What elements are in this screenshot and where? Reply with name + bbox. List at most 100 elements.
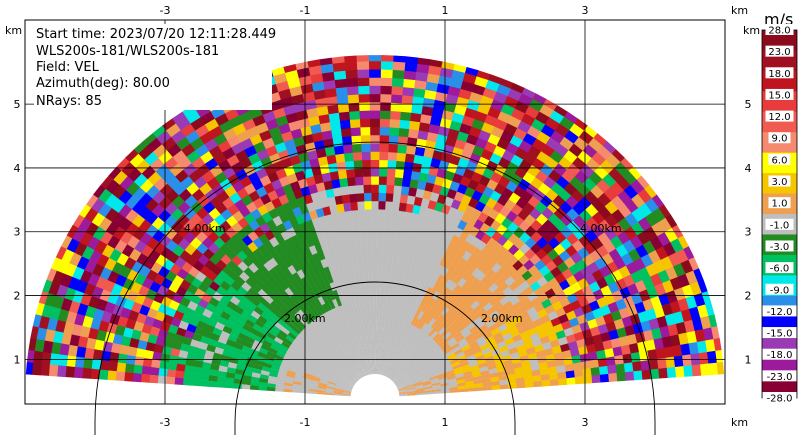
velocity-cell: [416, 365, 425, 372]
velocity-cell: [227, 314, 238, 325]
velocity-cell: [527, 352, 538, 360]
velocity-cell: [250, 282, 262, 293]
velocity-cell: [283, 247, 293, 259]
velocity-cell: [165, 189, 179, 203]
velocity-cell: [447, 251, 458, 263]
velocity-cell: [62, 321, 75, 335]
velocity-cell: [554, 142, 569, 157]
velocity-cell: [403, 244, 412, 255]
velocity-cell: [444, 268, 454, 280]
velocity-cell: [95, 329, 107, 342]
velocity-cell: [348, 301, 355, 312]
velocity-cell: [321, 275, 330, 286]
velocity-cell: [461, 363, 471, 370]
velocity-cell: [389, 371, 396, 379]
velocity-cell: [462, 367, 472, 373]
velocity-cell: [410, 212, 419, 223]
velocity-cell: [495, 361, 506, 368]
velocity-cell: [337, 363, 346, 371]
velocity-cell: [144, 224, 159, 238]
velocity-cell: [189, 136, 205, 151]
velocity-cell: [404, 61, 418, 72]
velocity-cell: [503, 95, 519, 109]
velocity-cell: [178, 188, 192, 202]
velocity-cell: [434, 91, 448, 103]
velocity-cell: [190, 379, 201, 387]
velocity-cell: [363, 349, 367, 359]
velocity-cell: [113, 239, 128, 254]
velocity-cell: [291, 302, 301, 313]
velocity-cell: [459, 229, 470, 241]
velocity-cell: [465, 384, 476, 389]
velocity-cell: [428, 373, 439, 379]
velocity-cell: [465, 283, 476, 294]
velocity-cell: [390, 267, 397, 277]
velocity-cell: [350, 374, 358, 382]
velocity-cell: [571, 324, 583, 335]
velocity-cell: [237, 314, 248, 324]
velocity-cell: [212, 352, 223, 361]
ring-label-4km-right: 4.00km: [580, 222, 622, 235]
velocity-cell: [233, 342, 244, 351]
velocity-cell: [420, 302, 429, 313]
velocity-cell: [311, 252, 321, 263]
velocity-cell: [132, 321, 145, 332]
velocity-cell: [342, 339, 349, 349]
velocity-cell: [473, 303, 484, 313]
velocity-cell: [166, 176, 181, 190]
x-tick-bottom: -3: [160, 416, 171, 429]
velocity-cell: [118, 344, 130, 356]
velocity-cell: [230, 142, 245, 155]
velocity-cell: [166, 369, 177, 378]
velocity-cell: [359, 275, 365, 285]
velocity-cell: [314, 97, 328, 108]
velocity-cell: [351, 143, 362, 153]
velocity-cell: [255, 278, 266, 289]
velocity-cell: [141, 365, 152, 375]
velocity-cell: [146, 333, 158, 345]
velocity-cell: [336, 323, 343, 333]
velocity-cell: [371, 233, 378, 243]
velocity-cell: [408, 220, 418, 231]
velocity-cell: [93, 184, 106, 199]
velocity-cell: [595, 315, 607, 327]
velocity-cell: [355, 184, 364, 194]
velocity-cell: [393, 344, 399, 354]
velocity-cell: [282, 388, 293, 393]
velocity-cell: [326, 329, 334, 339]
velocity-cell: [638, 202, 653, 218]
velocity-cell: [332, 262, 340, 273]
velocity-cell: [529, 332, 541, 342]
velocity-cell: [261, 284, 272, 295]
velocity-cell: [485, 318, 496, 328]
velocity-cell: [384, 358, 389, 368]
velocity-cell: [361, 341, 366, 351]
velocity-cell: [400, 235, 408, 246]
velocity-cell: [357, 360, 362, 369]
colorbar-tick-label: 1.0: [772, 199, 788, 210]
velocity-cell: [132, 372, 142, 383]
velocity-cell: [328, 229, 337, 240]
velocity-cell: [170, 317, 182, 328]
velocity-cell: [509, 309, 520, 320]
velocity-cell: [83, 207, 99, 223]
velocity-cell: [305, 175, 316, 187]
velocity-cell: [405, 383, 415, 388]
velocity-cell: [502, 285, 514, 297]
velocity-cell: [473, 316, 484, 326]
velocity-cell: [369, 340, 373, 350]
velocity-cell: [407, 354, 416, 363]
velocity-cell: [110, 342, 122, 354]
velocity-cell: [379, 299, 384, 309]
colorbar-label-bg: [765, 283, 794, 295]
velocity-cell: [316, 105, 329, 116]
velocity-cell: [387, 369, 394, 378]
velocity-cell: [446, 372, 456, 378]
velocity-cell: [151, 190, 166, 205]
velocity-cell: [326, 221, 335, 232]
velocity-cell: [447, 85, 461, 97]
velocity-cell: [346, 337, 352, 347]
velocity-cell: [308, 157, 320, 169]
velocity-cell: [368, 365, 372, 375]
velocity-cell: [581, 328, 593, 339]
